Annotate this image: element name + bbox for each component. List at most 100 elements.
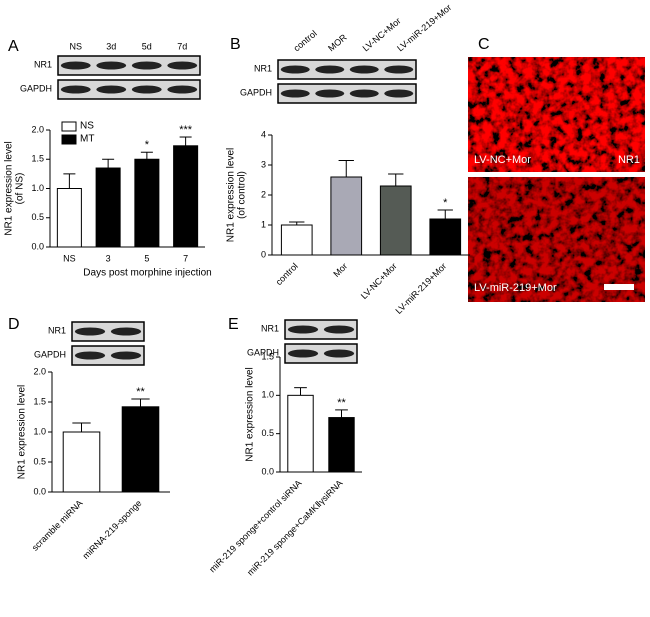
x-axis-title: Days post morphine injection [83,268,211,279]
y-axis-title: NR1 expression level [226,148,237,243]
y-tick-label: 1.0 [261,390,274,400]
y-axis-title: (of control) [237,171,248,219]
blot-band [167,85,198,94]
blot-lane-label: control [292,28,319,53]
blot-band [96,85,127,94]
significance: *** [179,124,193,136]
blot-frame [71,345,145,366]
blot-band [280,89,310,98]
blot-row-label: NR1 [261,323,279,333]
blot-lane-label: 7d [177,41,187,51]
blot-band [131,85,162,94]
bar [134,158,160,248]
blot-row-label: GAPDH [34,349,66,359]
micrograph-texture [468,57,645,172]
blot-band [287,325,319,334]
blot-band [96,61,127,70]
bar [62,431,101,493]
panel-label: A [8,38,19,55]
blot-band [110,327,142,336]
image-marker: NR1 [618,154,640,166]
blot-frame [284,343,358,364]
legend-label: MT [80,134,94,145]
panel-label: D [8,316,20,333]
blot-lane-label: 3d [106,41,116,51]
blot-frame [277,59,417,80]
significance: * [443,197,448,209]
blot-band [349,65,379,74]
x-tick-label: NS [63,253,76,263]
x-tick-label: 7 [183,253,188,263]
bar [429,218,462,256]
legend-swatch [61,121,77,132]
bar [328,417,355,473]
blot-band [60,61,91,70]
blot-row-label: NR1 [34,59,52,69]
y-tick-label: 0.0 [31,241,44,251]
x-tick-label: LV-miR-219+Mor [393,261,448,316]
blot-frame [71,321,145,342]
y-tick-label: 1.0 [33,426,46,436]
y-tick-label: 1.5 [261,351,274,361]
blot-band [131,61,162,70]
legend-label: NS [80,121,94,132]
significance: * [145,139,150,151]
blot-lane-label: LV-miR-219+Mor [395,2,453,53]
bar [121,406,160,493]
blot-band [287,349,319,358]
significance: ** [136,386,145,398]
blot-band [74,327,106,336]
blot-frame [277,83,417,104]
y-axis-title: NR1 expression level [245,367,256,462]
image-caption: LV-NC+Mor [474,154,531,166]
blot-row-label: GAPDH [240,87,272,97]
y-tick-label: 2 [261,189,266,199]
x-tick-label: scramble miRNA [30,498,85,553]
bar [287,394,314,473]
blot-band [315,65,345,74]
x-tick-label: 3 [106,253,111,263]
bar [330,176,363,256]
y-axis-title: NR1 expression level [17,385,28,480]
x-tick-label: miRNA-219-sponge [81,498,144,561]
y-tick-label: 2.0 [33,366,46,376]
blot-lane-label: MOR [326,32,349,53]
bar [173,145,199,248]
y-axis-title: (of NS) [15,173,26,205]
y-tick-label: 2.0 [31,124,44,134]
panel-label: E [228,316,239,333]
blot-band [323,349,355,358]
y-tick-label: 1.0 [31,183,44,193]
x-tick-label: control [274,261,300,287]
y-tick-label: 1 [261,219,266,229]
bar [95,167,121,248]
y-tick-label: 1.5 [33,396,46,406]
blot-frame [57,55,201,76]
blot-band [280,65,310,74]
y-tick-label: 0.5 [31,212,44,222]
image-caption: LV-miR-219+Mor [474,282,557,294]
legend-swatch [61,134,77,145]
blot-lane-label: NS [69,41,82,51]
panel-label: C [478,36,490,53]
blot-frame [284,319,358,340]
y-tick-label: 0 [261,249,266,259]
blot-frame [57,79,201,100]
blot-row-label: NR1 [48,325,66,335]
y-tick-label: 0.0 [33,486,46,496]
x-tick-label: 5 [144,253,149,263]
blot-band [315,89,345,98]
x-tick-label: LV-NC+Mor [359,261,399,301]
significance: ** [337,397,346,409]
blot-band [323,325,355,334]
x-tick-label: Mor [331,261,349,279]
blot-lane-label: 5d [142,41,152,51]
micrograph-texture [468,177,645,302]
blot-band [74,351,106,360]
bar [379,185,412,256]
y-tick-label: 3 [261,159,266,169]
scale-bar [604,284,634,290]
blot-row-label: GAPDH [247,347,279,357]
panel-label: B [230,36,241,53]
